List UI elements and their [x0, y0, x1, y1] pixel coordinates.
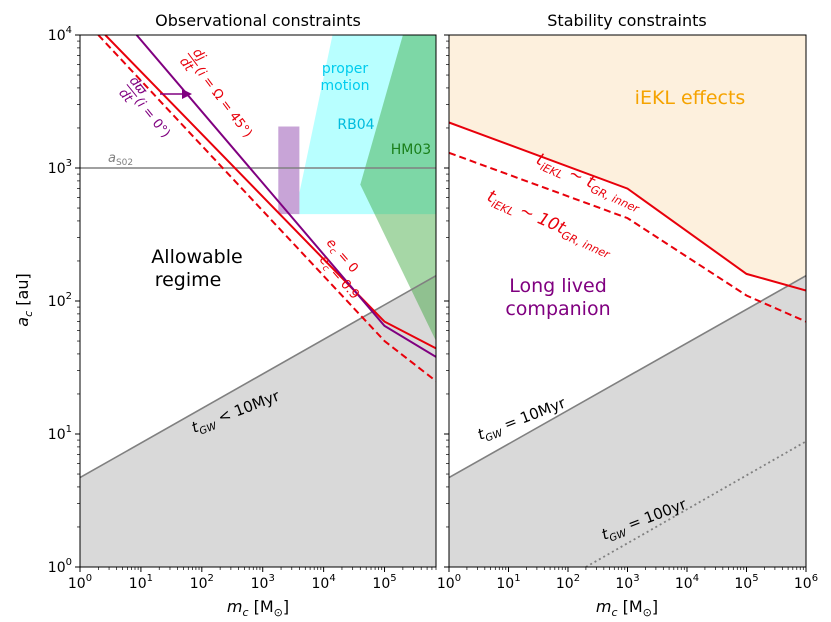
x-tick-label: 105 [734, 573, 758, 592]
long-lived-label-line2: companion [505, 298, 610, 320]
dw-dt-arrow [160, 89, 192, 99]
iekl-10tgr-line [449, 151, 806, 323]
y-tick-label: 102 [48, 291, 72, 310]
allowable-regime-label-line2: regime [155, 269, 222, 291]
iekl-tgr-line [449, 121, 806, 292]
gw-10myr-line [80, 275, 436, 479]
iekl-effects-label: iEKL effects [635, 87, 746, 109]
x-tick-label: 102 [190, 573, 214, 592]
x-tick-label: 103 [615, 573, 639, 592]
long-lived-label: Long lived [509, 275, 607, 297]
left-y-ticks: 100 101 102 103 104 [48, 25, 80, 576]
x-tick-label: 100 [68, 573, 92, 592]
x-tick-label: 101 [129, 573, 153, 592]
y-tick-label: 103 [48, 158, 72, 177]
svg-text:(i = Ω = 45°): (i = Ω = 45°) [192, 64, 255, 141]
iekl-region [449, 35, 806, 291]
hm03-label: HM03 [391, 142, 431, 158]
x-tick-label: 101 [496, 573, 520, 592]
proper-motion-label: proper [322, 61, 368, 77]
x-tick-label: 104 [675, 573, 699, 592]
right-chart-title: Stability constraints [547, 11, 706, 30]
left-x-axis-label: mc [M⊙] [227, 597, 289, 619]
y-tick-label: 100 [48, 557, 72, 576]
allowable-regime-label: Allowable [151, 246, 242, 268]
x-tick-label: 105 [372, 573, 396, 592]
proper-motion-region [299, 35, 436, 215]
x-tick-label: 103 [251, 573, 275, 592]
dw-dt-line [135, 35, 436, 358]
x-tick-label: 104 [312, 573, 336, 592]
gw-excluded-region [80, 275, 436, 567]
rb04-box [278, 126, 300, 215]
dj-dt-line-ec0 [104, 35, 436, 350]
x-tick-label: 106 [794, 573, 818, 592]
dj-dt-line-ec09 [97, 35, 436, 382]
x-tick-label: 102 [556, 573, 580, 592]
dw-dt-annotation: dϖ dt (i = 0°) [115, 74, 173, 141]
rb04-label: RB04 [337, 117, 374, 133]
gw-excluded-region [449, 275, 806, 567]
gw-10myr-line [449, 275, 806, 479]
a-s02-label: aS02 [108, 151, 133, 168]
x-tick-label: 100 [437, 573, 461, 592]
stability-constraints-panel: 100 101 102 103 104 105 106 Stability constrai… [437, 11, 818, 592]
y-tick-label: 104 [48, 25, 72, 44]
svg-text:(i = 0°): (i = 0°) [131, 95, 173, 141]
left-chart-title: Observational constraints [155, 11, 361, 30]
right-x-axis-label: mc [M⊙] [596, 597, 658, 619]
y-axis-label: ac [au] [13, 273, 35, 326]
right-y-ticks [444, 34, 449, 568]
observational-constraints-panel: 100 101 102 103 104 105 100 101 102 103 104 Obser… [48, 11, 437, 592]
hm03-region [360, 35, 436, 341]
proper-motion-label-line2: motion [320, 78, 369, 94]
y-tick-label: 101 [48, 424, 72, 443]
left-x-ticks: 100 101 102 103 104 105 [68, 567, 437, 592]
right-x-ticks: 100 101 102 103 104 105 106 [437, 567, 818, 592]
gw-100yr-line [585, 440, 806, 567]
